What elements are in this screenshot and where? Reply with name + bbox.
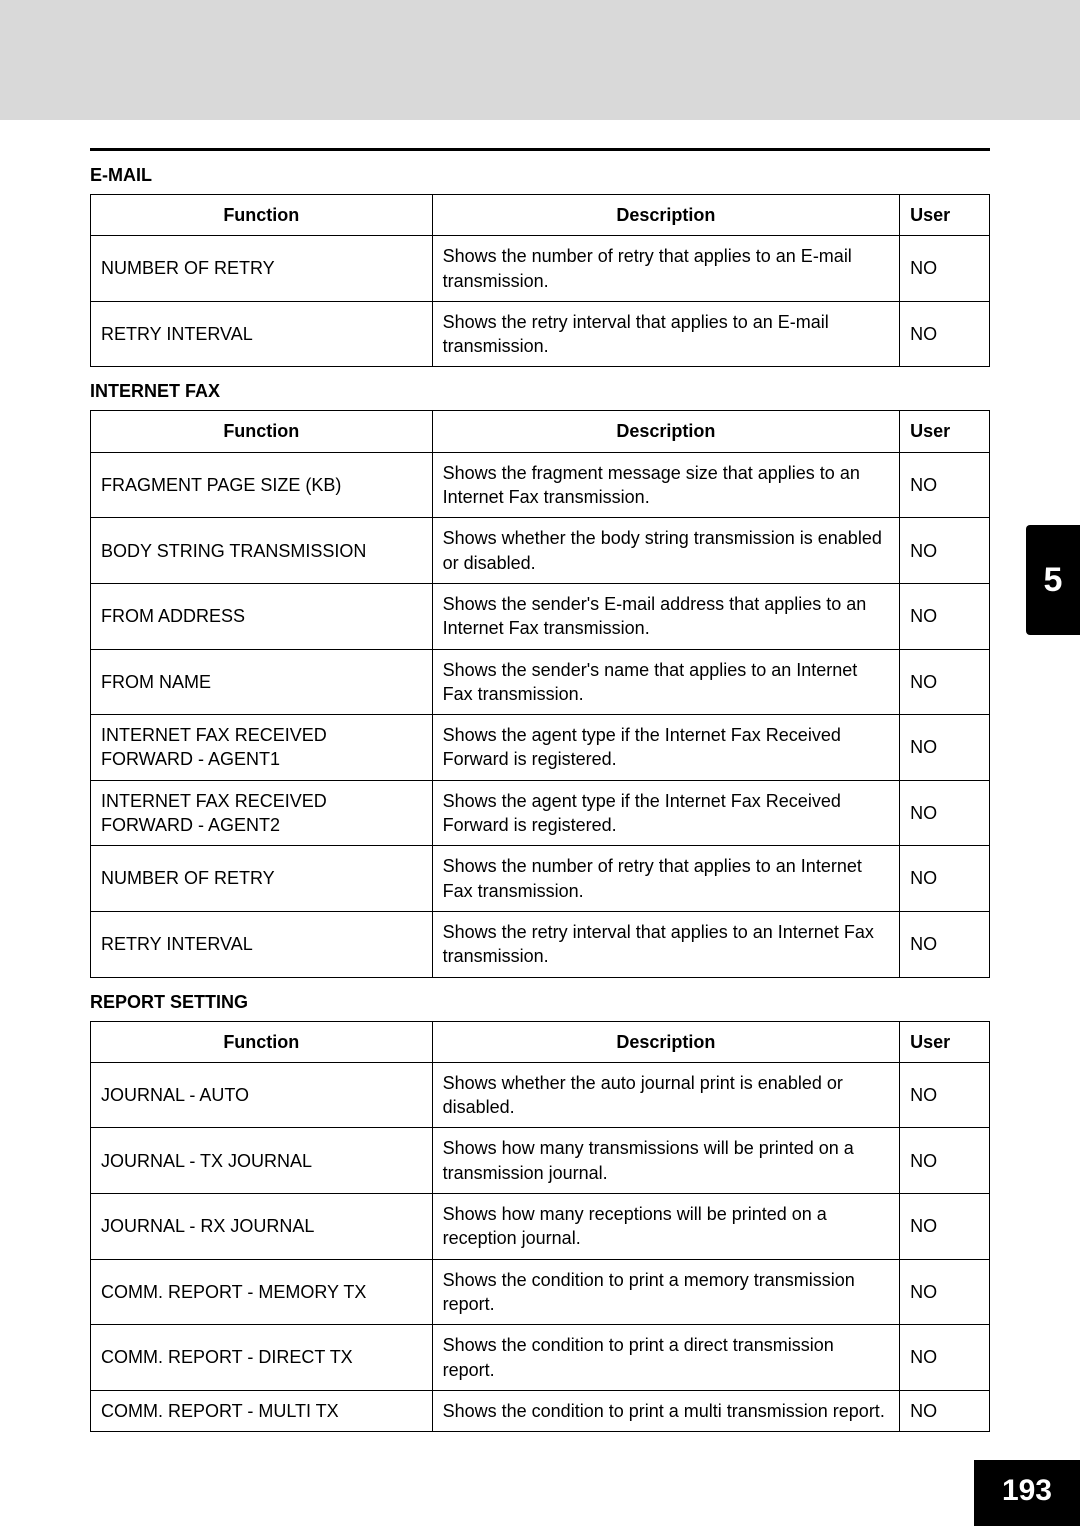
cell-description: Shows how many receptions will be printe… (432, 1194, 899, 1260)
table-header-row: Function Description User (91, 411, 990, 452)
cell-description: Shows the retry interval that applies to… (432, 301, 899, 367)
page-content: E-MAIL Function Description User NUMBER … (0, 120, 1080, 1432)
cell-function: RETRY INTERVAL (91, 911, 433, 977)
col-header-description: Description (432, 1021, 899, 1062)
section-title-report-setting: REPORT SETTING (90, 992, 990, 1013)
cell-user: NO (900, 846, 990, 912)
col-header-user: User (900, 195, 990, 236)
col-header-function: Function (91, 195, 433, 236)
cell-description: Shows the retry interval that applies to… (432, 911, 899, 977)
cell-description: Shows the agent type if the Internet Fax… (432, 715, 899, 781)
page-number: 193 (974, 1460, 1080, 1526)
table-row: FROM NAME Shows the sender's name that a… (91, 649, 990, 715)
cell-function: JOURNAL - TX JOURNAL (91, 1128, 433, 1194)
col-header-function: Function (91, 411, 433, 452)
table-report-setting: Function Description User JOURNAL - AUTO… (90, 1021, 990, 1433)
cell-function: INTERNET FAX RECEIVED FORWARD - AGENT2 (91, 780, 433, 846)
top-rule (90, 148, 990, 151)
table-internet-fax: Function Description User FRAGMENT PAGE … (90, 410, 990, 977)
cell-function: FROM NAME (91, 649, 433, 715)
header-band (0, 0, 1080, 120)
cell-function: FROM ADDRESS (91, 583, 433, 649)
section-title-email: E-MAIL (90, 165, 990, 186)
cell-description: Shows the condition to print a memory tr… (432, 1259, 899, 1325)
cell-user: NO (900, 780, 990, 846)
chapter-tab: 5 (1026, 525, 1080, 635)
section-title-internet-fax: INTERNET FAX (90, 381, 990, 402)
cell-user: NO (900, 452, 990, 518)
cell-user: NO (900, 583, 990, 649)
table-row: COMM. REPORT - MEMORY TX Shows the condi… (91, 1259, 990, 1325)
col-header-description: Description (432, 195, 899, 236)
table-row: JOURNAL - AUTO Shows whether the auto jo… (91, 1062, 990, 1128)
col-header-user: User (900, 1021, 990, 1062)
table-row: BODY STRING TRANSMISSION Shows whether t… (91, 518, 990, 584)
cell-description: Shows how many transmissions will be pri… (432, 1128, 899, 1194)
cell-user: NO (900, 649, 990, 715)
cell-user: NO (900, 911, 990, 977)
table-row: COMM. REPORT - DIRECT TX Shows the condi… (91, 1325, 990, 1391)
cell-function: COMM. REPORT - MEMORY TX (91, 1259, 433, 1325)
cell-user: NO (900, 518, 990, 584)
table-row: NUMBER OF RETRY Shows the number of retr… (91, 236, 990, 302)
table-row: RETRY INTERVAL Shows the retry interval … (91, 911, 990, 977)
cell-user: NO (900, 1259, 990, 1325)
cell-function: NUMBER OF RETRY (91, 846, 433, 912)
table-row: FROM ADDRESS Shows the sender's E-mail a… (91, 583, 990, 649)
cell-function: RETRY INTERVAL (91, 301, 433, 367)
cell-function: INTERNET FAX RECEIVED FORWARD - AGENT1 (91, 715, 433, 781)
cell-function: JOURNAL - AUTO (91, 1062, 433, 1128)
cell-description: Shows the agent type if the Internet Fax… (432, 780, 899, 846)
table-row: NUMBER OF RETRY Shows the number of retr… (91, 846, 990, 912)
table-row: JOURNAL - TX JOURNAL Shows how many tran… (91, 1128, 990, 1194)
table-header-row: Function Description User (91, 1021, 990, 1062)
table-row: JOURNAL - RX JOURNAL Shows how many rece… (91, 1194, 990, 1260)
cell-description: Shows the condition to print a direct tr… (432, 1325, 899, 1391)
col-header-user: User (900, 411, 990, 452)
cell-user: NO (900, 1390, 990, 1431)
col-header-function: Function (91, 1021, 433, 1062)
table-row: FRAGMENT PAGE SIZE (KB) Shows the fragme… (91, 452, 990, 518)
cell-user: NO (900, 715, 990, 781)
cell-user: NO (900, 1194, 990, 1260)
cell-description: Shows whether the body string transmissi… (432, 518, 899, 584)
cell-user: NO (900, 236, 990, 302)
table-email: Function Description User NUMBER OF RETR… (90, 194, 990, 367)
cell-function: COMM. REPORT - MULTI TX (91, 1390, 433, 1431)
table-row: RETRY INTERVAL Shows the retry interval … (91, 301, 990, 367)
cell-user: NO (900, 1128, 990, 1194)
table-row: INTERNET FAX RECEIVED FORWARD - AGENT1 S… (91, 715, 990, 781)
cell-description: Shows the sender's E-mail address that a… (432, 583, 899, 649)
table-row: COMM. REPORT - MULTI TX Shows the condit… (91, 1390, 990, 1431)
cell-user: NO (900, 1325, 990, 1391)
cell-description: Shows the sender's name that applies to … (432, 649, 899, 715)
cell-description: Shows whether the auto journal print is … (432, 1062, 899, 1128)
table-row: INTERNET FAX RECEIVED FORWARD - AGENT2 S… (91, 780, 990, 846)
cell-user: NO (900, 1062, 990, 1128)
cell-function: COMM. REPORT - DIRECT TX (91, 1325, 433, 1391)
cell-description: Shows the fragment message size that app… (432, 452, 899, 518)
cell-user: NO (900, 301, 990, 367)
cell-function: NUMBER OF RETRY (91, 236, 433, 302)
cell-function: FRAGMENT PAGE SIZE (KB) (91, 452, 433, 518)
cell-description: Shows the condition to print a multi tra… (432, 1390, 899, 1431)
table-header-row: Function Description User (91, 195, 990, 236)
cell-description: Shows the number of retry that applies t… (432, 236, 899, 302)
cell-function: BODY STRING TRANSMISSION (91, 518, 433, 584)
col-header-description: Description (432, 411, 899, 452)
cell-description: Shows the number of retry that applies t… (432, 846, 899, 912)
cell-function: JOURNAL - RX JOURNAL (91, 1194, 433, 1260)
